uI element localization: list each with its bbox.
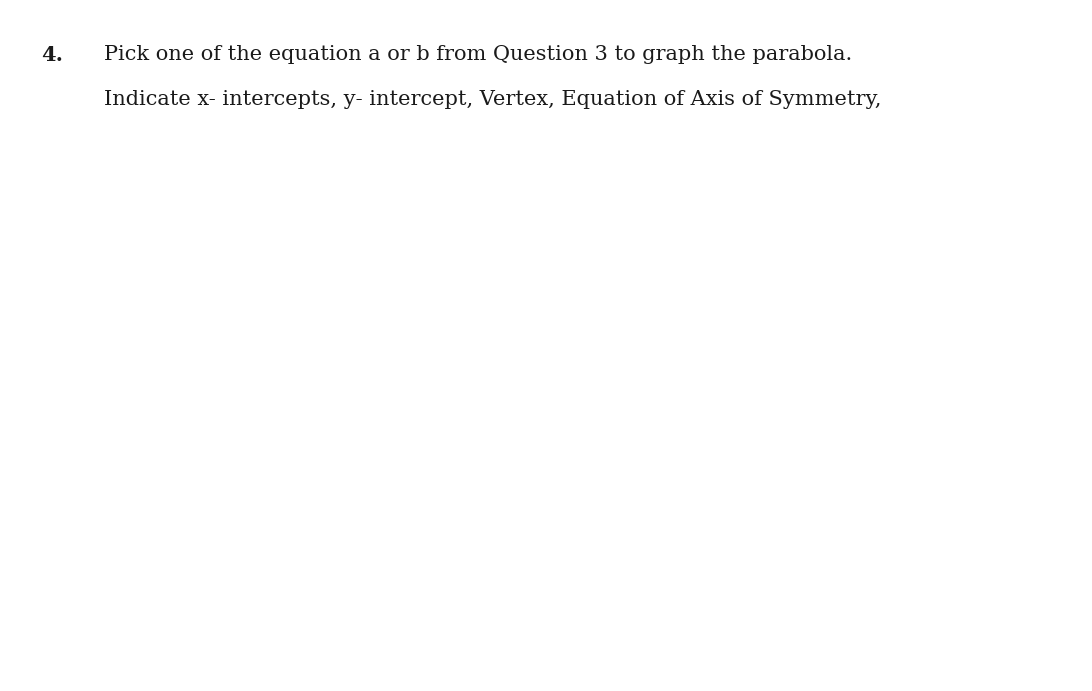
Text: Indicate x- intercepts, y- intercept, Vertex, Equation of Axis of Symmetry,: Indicate x- intercepts, y- intercept, Ve… xyxy=(104,90,881,108)
Text: Pick one of the equation a or b from Question 3 to graph the parabola.: Pick one of the equation a or b from Que… xyxy=(104,45,852,64)
Text: 4.: 4. xyxy=(41,45,63,65)
